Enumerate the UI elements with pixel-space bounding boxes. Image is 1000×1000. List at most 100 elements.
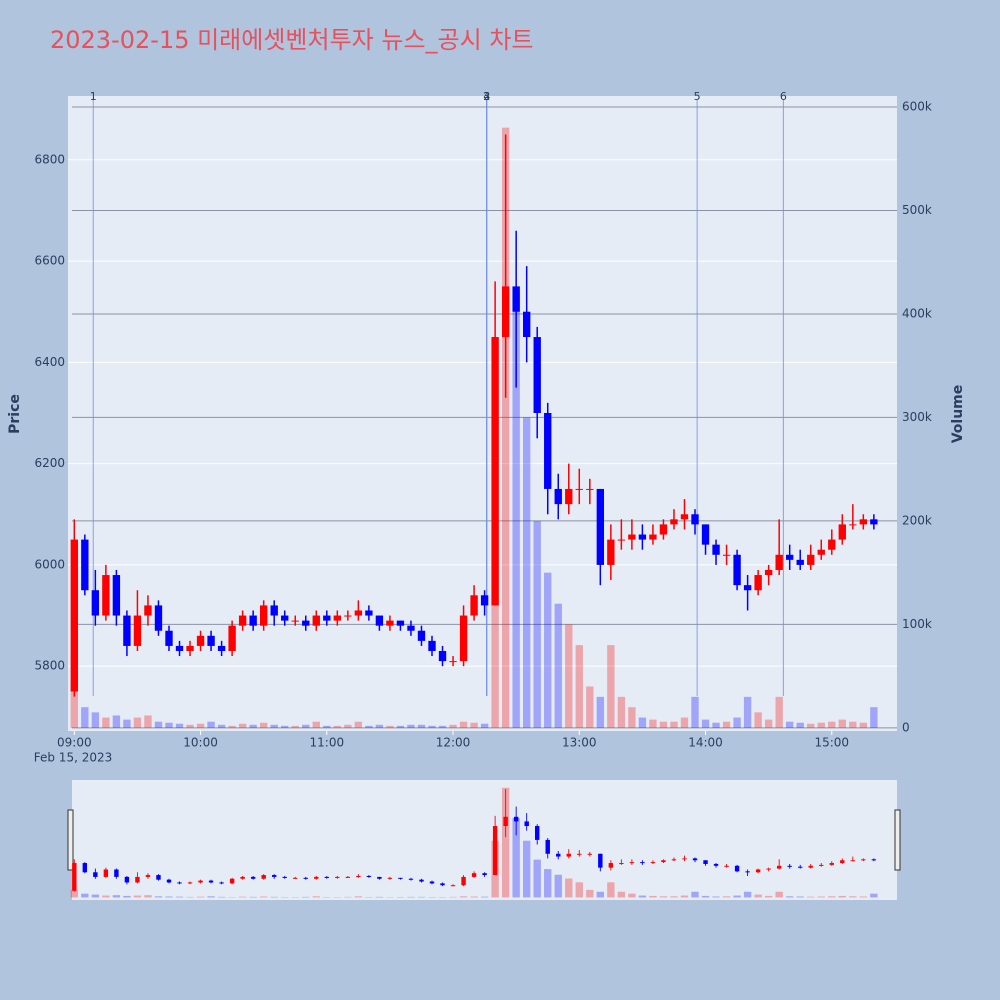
candle-body bbox=[302, 620, 310, 626]
y-axis-label: Price bbox=[7, 394, 23, 434]
x-tick-label: 09:00 bbox=[57, 736, 92, 750]
volume-bar bbox=[565, 624, 573, 728]
x-tick-label: 15:00 bbox=[814, 736, 849, 750]
volume-bar bbox=[691, 696, 699, 728]
volume-bar bbox=[112, 715, 121, 728]
mini-volume-bar bbox=[165, 896, 173, 898]
candle-body bbox=[72, 863, 77, 891]
mini-volume-bar bbox=[712, 896, 720, 898]
x-tick-label: 13:00 bbox=[562, 736, 597, 750]
candle-body bbox=[156, 875, 161, 880]
candle-body bbox=[840, 860, 845, 864]
candle-body bbox=[491, 337, 499, 606]
candle-body bbox=[703, 860, 708, 864]
mini-volume-bar bbox=[470, 896, 478, 898]
candle-body bbox=[461, 876, 466, 886]
candle-body bbox=[692, 858, 698, 861]
mini-volume-bar bbox=[786, 896, 794, 898]
mini-volume-bar bbox=[407, 896, 415, 898]
x-tick-label: 11:00 bbox=[310, 736, 345, 750]
candle-body bbox=[628, 534, 636, 540]
volume-bar bbox=[754, 712, 762, 728]
candle-body bbox=[198, 880, 203, 883]
range-slider[interactable] bbox=[72, 780, 897, 900]
candle-body bbox=[607, 539, 615, 565]
volume-bar bbox=[312, 721, 320, 728]
volume-bar bbox=[617, 696, 626, 728]
candle-body bbox=[764, 569, 773, 576]
candle-body bbox=[103, 869, 109, 877]
y2-tick-label: 400k bbox=[902, 306, 932, 320]
candle-body bbox=[691, 514, 699, 525]
mini-volume-bar bbox=[186, 896, 194, 898]
mini-volume-bar bbox=[154, 896, 163, 898]
candle-body bbox=[323, 615, 331, 621]
volume-bar bbox=[501, 127, 510, 728]
mini-volume-bar bbox=[302, 896, 310, 898]
mini-volume-bar bbox=[838, 895, 846, 898]
mini-volume-bar bbox=[617, 891, 626, 898]
candle-body bbox=[523, 311, 531, 338]
volume-bar bbox=[259, 722, 268, 728]
mini-volume-bar bbox=[544, 869, 552, 898]
candle-body bbox=[775, 554, 783, 570]
candle-body bbox=[566, 853, 571, 857]
range-handle[interactable] bbox=[67, 809, 74, 871]
candle-body bbox=[755, 869, 761, 873]
candle-body bbox=[861, 859, 866, 861]
volume-bar bbox=[712, 722, 720, 728]
candle-body bbox=[776, 865, 782, 869]
candle-body bbox=[734, 865, 740, 872]
candle-body bbox=[798, 866, 803, 868]
mini-volume-bar bbox=[501, 787, 510, 898]
y2-tick-label: 500k bbox=[902, 203, 932, 217]
candle-body bbox=[229, 878, 235, 884]
mini-volume-bar bbox=[680, 895, 689, 898]
volume-bar bbox=[828, 721, 836, 728]
y-tick-label: 6800 bbox=[34, 152, 65, 166]
candle-body bbox=[208, 880, 214, 883]
candle-body bbox=[398, 877, 403, 879]
candle-body bbox=[817, 549, 825, 555]
volume-bar bbox=[512, 293, 520, 728]
candle-body bbox=[619, 863, 624, 865]
candle-body bbox=[470, 595, 478, 616]
candle-body bbox=[112, 575, 121, 616]
candle-body bbox=[713, 863, 719, 866]
candle-body bbox=[459, 615, 468, 662]
candle-body bbox=[291, 620, 299, 622]
volume-bar bbox=[649, 719, 657, 728]
candle-body bbox=[449, 661, 457, 663]
candle-body bbox=[93, 872, 98, 877]
candle-body bbox=[661, 860, 666, 863]
mini-volume-bar bbox=[628, 893, 636, 898]
candle-body bbox=[808, 865, 813, 868]
candle-body bbox=[554, 488, 562, 505]
candle-body bbox=[261, 875, 266, 879]
mini-volume-bar bbox=[133, 895, 142, 898]
candle-body bbox=[513, 816, 519, 822]
mini-volume-bar bbox=[112, 895, 121, 898]
volume-bar bbox=[670, 721, 678, 728]
mini-volume-bar bbox=[249, 896, 257, 898]
mini-volume-bar bbox=[354, 896, 363, 898]
candle-body bbox=[440, 883, 445, 886]
candle-body bbox=[533, 337, 541, 413]
candle-body bbox=[333, 615, 342, 621]
range-handle[interactable] bbox=[894, 809, 901, 871]
mini-volume-bar bbox=[796, 896, 804, 898]
candle-body bbox=[175, 645, 184, 651]
candle-body bbox=[133, 615, 142, 646]
candle-body bbox=[766, 868, 771, 870]
candle-body bbox=[114, 869, 119, 877]
candle-body bbox=[807, 554, 815, 565]
mini-volume-bar bbox=[817, 896, 825, 898]
volume-bar bbox=[238, 723, 247, 728]
y-tick-label: 5800 bbox=[34, 659, 65, 673]
volume-bar bbox=[375, 724, 384, 728]
candle-body bbox=[124, 876, 130, 883]
candle-body bbox=[754, 575, 762, 591]
volume-bar bbox=[480, 723, 489, 728]
mini-volume-bar bbox=[659, 896, 668, 898]
event-label: 4 bbox=[483, 90, 490, 103]
